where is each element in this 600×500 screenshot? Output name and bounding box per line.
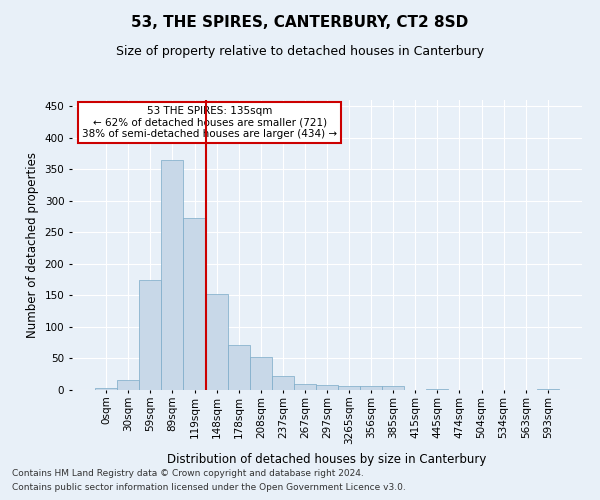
- Text: Contains public sector information licensed under the Open Government Licence v3: Contains public sector information licen…: [12, 484, 406, 492]
- Bar: [272, 376, 294, 390]
- Bar: [537, 388, 559, 390]
- X-axis label: Distribution of detached houses by size in Canterbury: Distribution of detached houses by size …: [167, 452, 487, 466]
- Bar: [427, 388, 448, 390]
- Bar: [206, 294, 227, 390]
- Text: Contains HM Land Registry data © Crown copyright and database right 2024.: Contains HM Land Registry data © Crown c…: [12, 468, 364, 477]
- Text: 53 THE SPIRES: 135sqm
← 62% of detached houses are smaller (721)
38% of semi-det: 53 THE SPIRES: 135sqm ← 62% of detached …: [82, 106, 337, 139]
- Bar: [95, 388, 117, 390]
- Bar: [139, 280, 161, 390]
- Bar: [338, 386, 360, 390]
- Bar: [117, 380, 139, 390]
- Bar: [184, 218, 206, 390]
- Text: 53, THE SPIRES, CANTERBURY, CT2 8SD: 53, THE SPIRES, CANTERBURY, CT2 8SD: [131, 15, 469, 30]
- Bar: [360, 386, 382, 390]
- Text: Size of property relative to detached houses in Canterbury: Size of property relative to detached ho…: [116, 45, 484, 58]
- Bar: [250, 356, 272, 390]
- Bar: [316, 385, 338, 390]
- Bar: [227, 344, 250, 390]
- Bar: [294, 384, 316, 390]
- Bar: [161, 160, 184, 390]
- Bar: [382, 386, 404, 390]
- Y-axis label: Number of detached properties: Number of detached properties: [26, 152, 39, 338]
